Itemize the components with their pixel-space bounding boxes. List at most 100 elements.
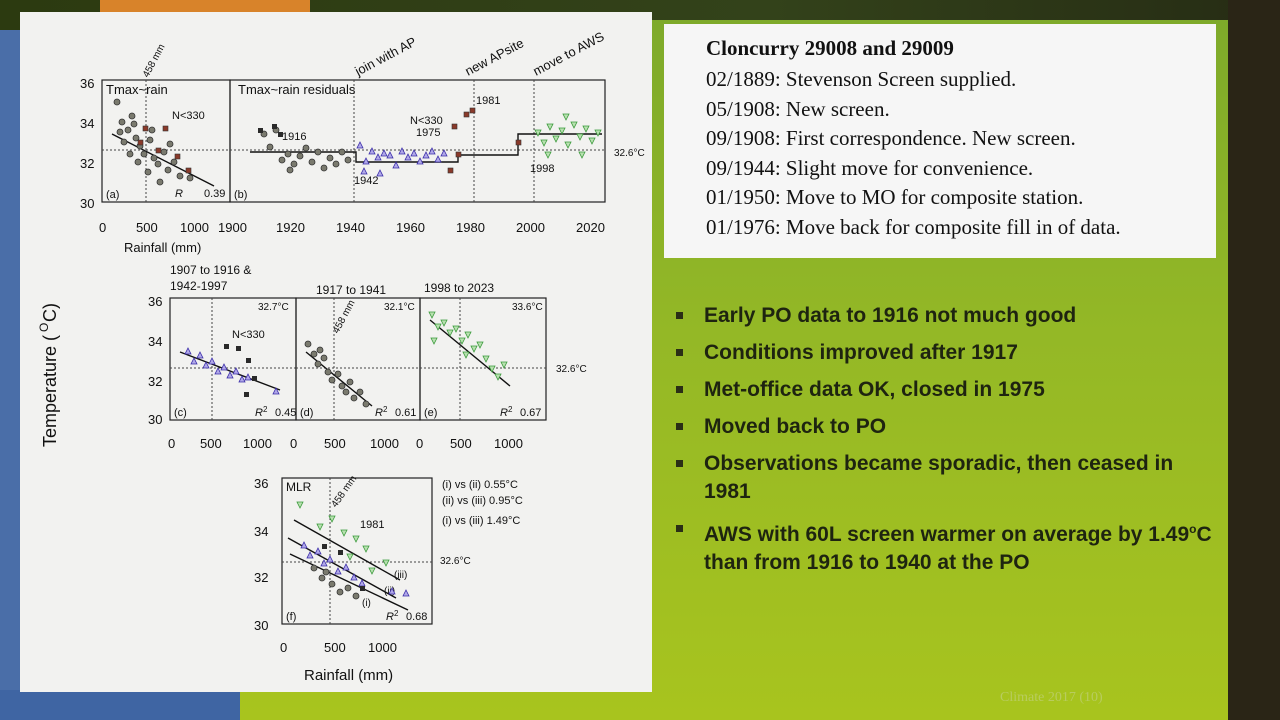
dark-edge [1228,0,1280,720]
svg-text:36: 36 [148,294,162,309]
bullet-list: Early PO data to 1916 not much good Cond… [676,302,1216,586]
citation-watermark: Climate 2017 (10) [1000,690,1103,705]
panel-a-r2: R [175,188,183,200]
panel-c-title-1: 1907 to 1916 & [170,263,251,277]
history-line: 05/1908: New screen. [706,96,890,121]
ann-1942: 1942 [354,175,378,187]
panel-e-title: 1998 to 2023 [424,281,494,295]
f-xtick-500: 500 [324,640,346,655]
svg-text:32: 32 [254,570,268,585]
panel-e-ref: 32.6°C [556,364,587,375]
panel-e-temp: 33.6°C [512,302,543,313]
svg-text:1000: 1000 [370,436,399,451]
orange-edge [100,0,310,14]
xtick-1940: 1940 [336,220,365,235]
panel-a-top-label: 458 mm [141,42,168,79]
svg-text:36: 36 [254,476,268,491]
bullet-text: Conditions improved after 1917 [704,341,1018,364]
panel-a-n-label: N<330 [172,110,205,122]
bullet-text-tail: C than from 1916 to 1940 at the PO [704,523,1212,574]
ann-1981: 1981 [476,95,500,107]
svg-text:34: 34 [148,334,162,349]
panel-c-title-2: 1942-1997 [170,279,228,293]
bullet-text: Met-office data OK, closed in 1975 [704,378,1045,401]
bullet-text: Observations became sporadic, then cease… [704,452,1174,503]
xtick-2000: 2000 [516,220,545,235]
panel-d: 32.1°C (d) R2 0.61 458 mm [295,297,421,421]
svg-text:1000: 1000 [494,436,523,451]
panel-b: Tmax~rain residuals (b) join with AP new… [218,29,645,235]
svg-text:500: 500 [200,436,222,451]
ytick-32: 32 [80,156,94,171]
xtick-500: 500 [136,220,158,235]
event-move-aws: move to AWS [530,29,606,79]
bullet-text: AWS with 60L screen warmer on average by… [704,523,1190,546]
legend-i-ii: (i) vs (ii) 0.55°C [442,479,518,491]
panel-e-letter: (e) [424,407,437,419]
xtick-1000: 1000 [180,220,209,235]
blue-edge-bottom [0,690,240,720]
svg-text:0: 0 [168,436,175,451]
ytick-36: 36 [80,76,94,91]
panel-e-r2-value: 0.67 [520,407,541,419]
y-axis-title: Temperature ( [40,335,60,447]
panel-c-n-label: N<330 [232,329,265,341]
panel-c: 32.7°C (c) R2 0.45 N<330 36 34 32 30 [148,294,297,427]
panel-a: Tmax~rain (a) R 0.39 N<330 458 mm 36 34 … [80,42,231,255]
svg-text:30: 30 [148,412,162,427]
panel-d-top-label: 458 mm [331,298,358,335]
svg-text:500: 500 [324,436,346,451]
panel-e-r2: R2 [500,405,513,419]
panel-f-r2-value: 0.68 [406,611,427,623]
panel-f-line-i: (i) [362,598,371,609]
svg-text:500: 500 [450,436,472,451]
bullet-square-icon [676,525,683,532]
ytick-30: 30 [80,196,94,211]
xtick-1960: 1960 [396,220,425,235]
bullet-item: Conditions improved after 1917 [676,339,1216,367]
panel-f-r2: R2 [386,609,399,623]
bullet-square-icon [676,349,683,356]
bullet-square-icon [676,460,683,467]
ann-ref-temp: 32.6°C [614,148,645,159]
panel-a-r2-value: 0.39 [204,188,225,200]
panel-b-title: Tmax~rain residuals [238,82,356,97]
bullet-item: Observations became sporadic, then cease… [676,450,1216,506]
panel-f-year: 1981 [360,519,384,531]
panel-f-line-ii: (ii) [384,586,395,597]
figure-panel: Temperature ( O C) Tmax~rain (a) R 0.39 … [20,12,652,692]
bullet-text: Moved back to PO [704,415,887,438]
xtick-1980: 1980 [456,220,485,235]
y-axis-deg: O [37,323,51,332]
f-xtick-1000: 1000 [368,640,397,655]
bullet-item: AWS with 60L screen warmer on average by… [676,515,1216,577]
panel-c-temp: 32.7°C [258,302,289,313]
ann-1998: 1998 [530,163,554,175]
history-line: 01/1950: Move to MO for composite statio… [706,185,1084,209]
bullet-square-icon [676,312,683,319]
history-line: 02/1889: Stevenson Screen supplied. [706,67,1017,91]
panel-f: MLR (f) R2 0.68 1981 458 mm 32.6°C (iii)… [254,474,523,684]
ann-1916: 1916 [282,131,306,143]
panel-b-letter: (b) [234,189,247,201]
panel-f-letter: (f) [286,611,296,623]
bullet-square-icon [676,423,683,430]
svg-text:0: 0 [416,436,423,451]
panel-f-title: MLR [286,480,312,494]
panel-c-letter: (c) [174,407,187,419]
xtick-1900: 1900 [218,220,247,235]
panel-d-temp: 32.1°C [384,302,415,313]
panel-a-xlabel: Rainfall (mm) [124,240,201,255]
panel-f-xlabel: Rainfall (mm) [304,667,393,684]
legend-i-iii: (i) vs (iii) 1.49°C [442,515,520,527]
svg-text:34: 34 [254,524,268,539]
legend-ii-iii: (ii) vs (iii) 0.95°C [442,495,523,507]
scientific-figure: Temperature ( O C) Tmax~rain (a) R 0.39 … [37,29,645,684]
station-history-box: Cloncurry 29008 and 29009 02/1889: Steve… [664,24,1216,258]
panel-a-letter: (a) [106,189,119,201]
bullet-item: Met-office data OK, closed in 1975 [676,376,1216,404]
panel-c-r2-value: 0.45 [275,407,296,419]
bullet-item: Moved back to PO [676,413,1216,441]
panel-c-r2: R2 [255,405,268,419]
history-line: 09/1944: Slight move for convenience. [706,155,1034,180]
